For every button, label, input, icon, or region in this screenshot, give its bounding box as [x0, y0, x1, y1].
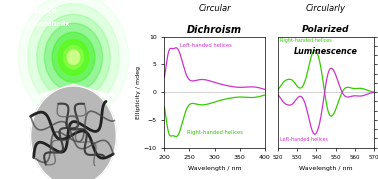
Text: Luminescence: Luminescence: [294, 47, 358, 55]
Y-axis label: Ellipticity / mdeg: Ellipticity / mdeg: [136, 66, 141, 119]
Text: Circularly: Circularly: [306, 4, 346, 13]
Text: Left-handed helices: Left-handed helices: [280, 137, 328, 142]
Circle shape: [52, 32, 95, 82]
Circle shape: [37, 14, 110, 100]
Text: Right-handed helices: Right-handed helices: [187, 130, 243, 135]
Circle shape: [31, 86, 116, 179]
Text: silica nanohelix: silica nanohelix: [12, 21, 70, 28]
X-axis label: Wavelength / nm: Wavelength / nm: [188, 166, 241, 171]
Text: Dichroism: Dichroism: [187, 25, 242, 35]
Circle shape: [67, 50, 80, 64]
Circle shape: [28, 4, 119, 111]
Circle shape: [58, 39, 89, 75]
Text: Tb$^{3+}$-doped: Tb$^{3+}$-doped: [12, 5, 58, 18]
Polygon shape: [34, 84, 116, 97]
Text: Polarized: Polarized: [302, 25, 350, 34]
Circle shape: [64, 46, 84, 69]
Text: Circular: Circular: [198, 4, 231, 13]
Text: Right-handed helices: Right-handed helices: [280, 38, 332, 43]
Circle shape: [44, 23, 102, 91]
Text: Left-handed helices: Left-handed helices: [180, 43, 232, 48]
X-axis label: Wavelength / nm: Wavelength / nm: [299, 166, 353, 171]
